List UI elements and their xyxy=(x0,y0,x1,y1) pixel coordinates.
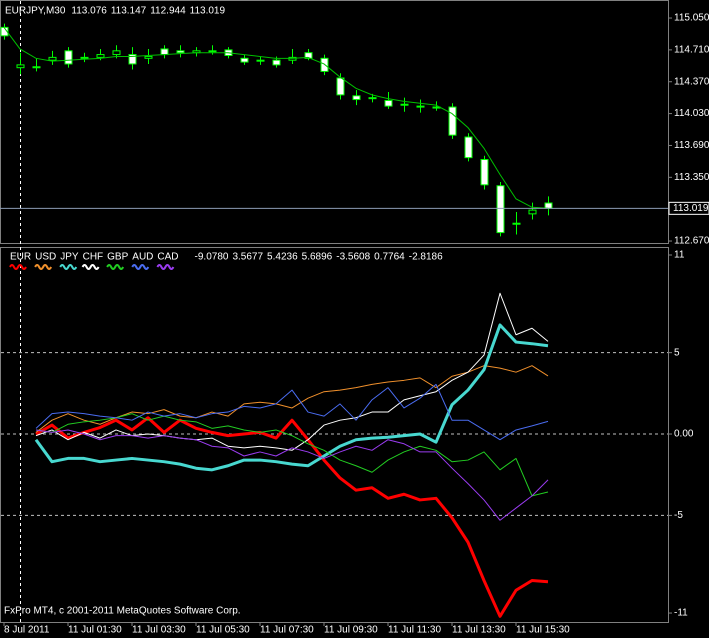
candle-body xyxy=(528,209,537,215)
candle-body xyxy=(80,56,89,59)
y-tick-label: 114.710 xyxy=(674,45,709,56)
series-line xyxy=(35,383,549,441)
y-tick-label: 113.690 xyxy=(674,140,709,151)
y-tick-label: 113.350 xyxy=(674,172,709,183)
legend-label: JPY xyxy=(60,252,79,263)
legend-value: -9.0780 xyxy=(195,252,229,263)
ohlc-readout: 113.147 xyxy=(111,6,147,17)
y-tick-label: 112.670 xyxy=(674,236,709,247)
candle-body xyxy=(256,59,265,62)
chart-title: EURJPY,M30 xyxy=(5,6,66,17)
legend-swatch xyxy=(106,264,125,270)
legend-swatch xyxy=(81,264,100,270)
x-tick-label: 8 Jul 2011 xyxy=(4,625,50,636)
candle-body xyxy=(352,95,361,101)
indicator-pane-frame xyxy=(0,247,669,623)
y-tick-label: 114.030 xyxy=(674,108,709,119)
candle-body xyxy=(544,202,553,209)
candle-body xyxy=(64,50,73,65)
y-tick-label: 5 xyxy=(674,347,680,358)
candle-body xyxy=(96,54,105,58)
legend-value: -2.8186 xyxy=(409,252,443,263)
copyright: FxPro MT4, c 2001-2011 MetaQuotes Softwa… xyxy=(4,606,241,617)
candle-body xyxy=(160,48,169,56)
legend-label: GBP xyxy=(107,252,128,263)
x-tick-label: 11 Jul 07:30 xyxy=(260,625,314,636)
current-price-box xyxy=(668,201,709,215)
candle-body xyxy=(112,50,121,56)
ohlc-readout: 113.019 xyxy=(190,6,226,17)
legend-label: AUD xyxy=(132,252,153,263)
legend-swatch xyxy=(59,264,78,270)
x-tick-label: 11 Jul 03:30 xyxy=(132,625,186,636)
legend-value: -3.5608 xyxy=(336,252,370,263)
legend-swatch xyxy=(156,264,175,270)
x-tick-label: 11 Jul 05:30 xyxy=(196,625,250,636)
candle-body xyxy=(32,66,41,69)
candle-body xyxy=(368,97,377,100)
legend-swatch xyxy=(131,264,150,270)
current-price-label: 113.019 xyxy=(673,203,709,214)
candle-body xyxy=(448,106,457,136)
candle-body xyxy=(512,222,521,225)
legend-value: 0.7764 xyxy=(374,252,405,263)
candle-body xyxy=(336,77,345,96)
ohlc-readout: 112.944 xyxy=(150,6,186,17)
candle-body xyxy=(496,185,505,234)
x-tick-label: 11 Jul 13:30 xyxy=(452,625,506,636)
legend-label: EUR xyxy=(10,252,31,263)
legend-swatch xyxy=(9,264,27,270)
candle-body xyxy=(480,159,489,186)
candle-body xyxy=(128,54,137,65)
series-line xyxy=(35,413,549,497)
candle-body xyxy=(176,50,185,54)
series-line xyxy=(34,323,549,472)
y-tick-label: 0.00 xyxy=(674,429,694,440)
legend-value: 3.5677 xyxy=(232,252,263,263)
candle-body xyxy=(304,52,313,59)
series-line xyxy=(35,365,549,433)
candle-body xyxy=(272,59,281,66)
candle-body xyxy=(464,136,473,159)
y-tick-label: 114.370 xyxy=(674,76,709,87)
legend-swatch xyxy=(34,264,53,270)
y-tick-label: 115.050 xyxy=(674,13,709,24)
candle-body xyxy=(16,64,25,69)
series-line xyxy=(35,429,549,521)
candle-body xyxy=(384,99,393,107)
candle-body xyxy=(416,105,425,108)
x-tick-label: 11 Jul 01:30 xyxy=(68,625,122,636)
candle-body xyxy=(400,103,409,106)
candle-body xyxy=(48,56,57,61)
ohlc-readout: 113.076 xyxy=(71,6,107,17)
legend-value: 5.6896 xyxy=(302,252,333,263)
legend-label: CHF xyxy=(83,252,104,263)
y-tick-label: -5 xyxy=(674,510,683,521)
moving-average xyxy=(3,27,549,209)
legend-label: CAD xyxy=(157,252,178,263)
x-tick-label: 11 Jul 09:30 xyxy=(324,625,378,636)
x-tick-label: 11 Jul 15:30 xyxy=(516,625,570,636)
y-tick-label: 11 xyxy=(674,250,685,261)
y-tick-label: -11 xyxy=(674,608,688,619)
legend-value: 5.4236 xyxy=(267,252,298,263)
series-line xyxy=(35,416,549,618)
legend-label: USD xyxy=(35,252,56,263)
candle-body xyxy=(208,50,217,53)
candle-body xyxy=(240,57,249,63)
price-pane-frame xyxy=(0,0,669,244)
series-line xyxy=(35,292,549,451)
candle-body xyxy=(144,55,153,59)
x-tick-label: 11 Jul 11:30 xyxy=(388,625,441,636)
